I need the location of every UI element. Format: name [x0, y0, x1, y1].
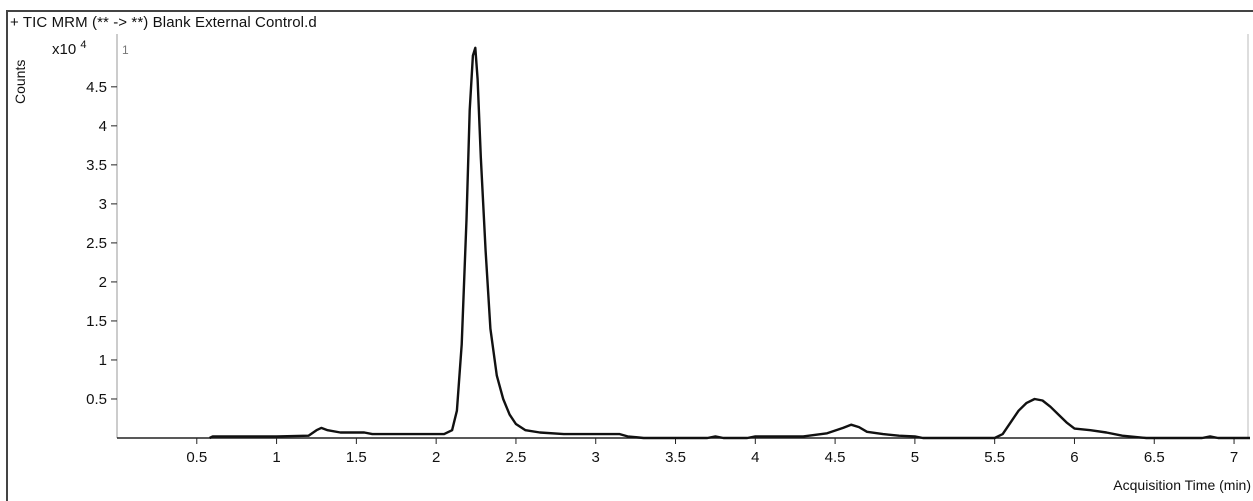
x-axis-label: Acquisition Time (min) — [1113, 477, 1251, 493]
x-tick-label: 6.5 — [1144, 449, 1165, 466]
x-tick-label: 3.5 — [665, 449, 686, 466]
x-tick-label: 6 — [1070, 449, 1078, 466]
tic-series-line — [209, 46, 1250, 440]
y-multiplier: x10 4 — [52, 39, 86, 58]
chart-title: + TIC MRM (** -> **) Blank External Cont… — [10, 14, 317, 31]
x-tick-label: 1.5 — [346, 449, 367, 466]
y-tick-label: 0.5 — [86, 391, 107, 408]
x-tick-label: 7 — [1230, 449, 1238, 466]
y-tick-label: 4.5 — [86, 79, 107, 96]
x-tick-label: 5.5 — [984, 449, 1005, 466]
plot-frame — [6, 10, 1253, 501]
x-tick-label: 5 — [911, 449, 919, 466]
panel-number: 1 — [122, 43, 129, 57]
x-tick-label: 0.5 — [186, 449, 207, 466]
y-tick-label: 3 — [99, 196, 107, 213]
y-tick-label: 2 — [99, 274, 107, 291]
x-tick-label: 3 — [592, 449, 600, 466]
y-tick-label: 1 — [99, 352, 107, 369]
y-tick-label: 4 — [99, 118, 107, 135]
y-tick-label: 3.5 — [86, 157, 107, 174]
x-tick-label: 4.5 — [825, 449, 846, 466]
x-tick-label: 2 — [432, 449, 440, 466]
y-multiplier-exponent: 4 — [80, 39, 87, 51]
x-tick-label: 1 — [272, 449, 280, 466]
x-tick-label: 4 — [751, 449, 759, 466]
y-tick-label: 1.5 — [86, 313, 107, 330]
y-multiplier-base: x10 — [52, 41, 77, 58]
x-tick-label: 2.5 — [506, 449, 527, 466]
y-tick-label: 2.5 — [86, 235, 107, 252]
